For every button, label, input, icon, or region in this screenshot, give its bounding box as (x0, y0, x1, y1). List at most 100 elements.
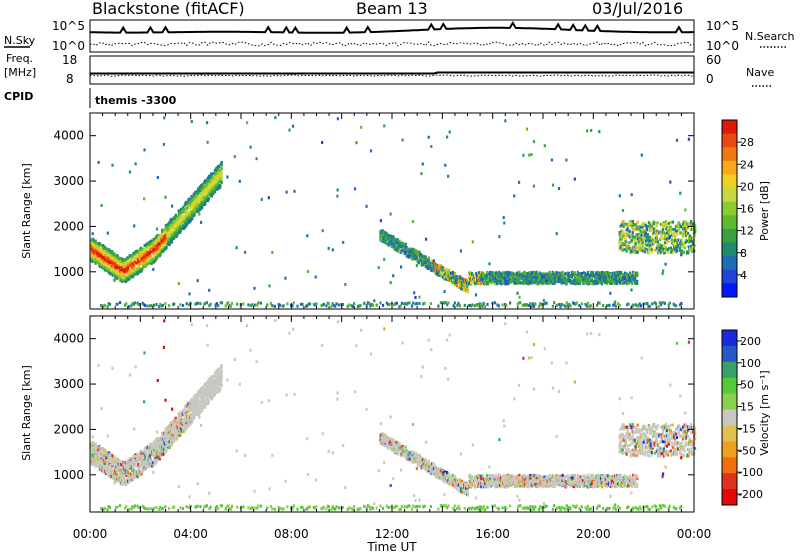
power-cell (440, 272, 443, 276)
power-cell (553, 301, 556, 305)
velocity-cell (156, 440, 159, 444)
power-cell (267, 196, 270, 200)
power-cell (455, 284, 459, 288)
power-cell (327, 302, 330, 306)
power-cell (170, 240, 173, 244)
velocity-cell (104, 449, 107, 453)
velocity-cell (154, 453, 158, 457)
power-cell (177, 213, 180, 217)
power-cell (660, 303, 663, 307)
power-cell (615, 274, 618, 278)
power-cell (218, 164, 221, 168)
power-cell (124, 264, 127, 268)
power-cell (203, 302, 206, 306)
velocity-cell (120, 469, 123, 472)
power-cell (109, 260, 112, 264)
power-cell (654, 232, 657, 236)
power-cell (183, 215, 186, 219)
power-cell (518, 180, 521, 184)
power-cell (644, 223, 647, 227)
power-cell (445, 268, 449, 271)
power-cell (683, 246, 687, 250)
power-cell (489, 270, 492, 274)
power-cell (680, 245, 684, 249)
power-cell (624, 239, 627, 243)
power-cell (527, 153, 531, 157)
power-cell (199, 302, 202, 306)
power-cell (482, 302, 485, 305)
velocity-cell (102, 453, 105, 457)
power-cell (204, 199, 207, 203)
power-cell (157, 246, 160, 250)
power-cell (559, 305, 562, 309)
power-cell (694, 229, 697, 233)
power-cell (133, 260, 136, 264)
power-cell (584, 274, 587, 278)
power-cell (414, 296, 417, 299)
noise-panel-frame (89, 19, 695, 53)
power-cell (566, 274, 569, 278)
power-cell (169, 220, 172, 224)
power-cell (667, 247, 670, 251)
power-cell (336, 194, 339, 198)
power-cell (622, 231, 625, 235)
power-cell (353, 187, 357, 191)
power-cell (144, 258, 147, 262)
power-cell (394, 302, 397, 306)
power-cell (488, 262, 491, 266)
power-cell (395, 241, 398, 245)
power-cell (159, 252, 162, 256)
power-cell (293, 189, 296, 193)
power-cell (477, 304, 480, 308)
velocity-cell (154, 440, 157, 444)
power-cell (501, 274, 504, 278)
power-cell (404, 250, 407, 254)
power-cell (426, 261, 429, 265)
power-cell (176, 233, 179, 237)
power-cell (152, 303, 156, 307)
power-cell (314, 303, 317, 307)
power-cell (184, 225, 187, 229)
power-cell (101, 260, 104, 264)
velocity-cell (136, 461, 139, 465)
power-cell (412, 301, 415, 305)
power-cell (516, 302, 519, 306)
power-cell (383, 124, 386, 128)
power-cell (483, 305, 487, 309)
power-cell (628, 247, 631, 250)
power-cell (418, 295, 421, 299)
velocity-cell (138, 467, 141, 471)
power-cell (506, 274, 509, 278)
power-cell (124, 303, 127, 307)
power-cell (97, 258, 100, 262)
power-cell (154, 244, 157, 248)
label-nsearch: N.Search (745, 30, 795, 43)
power-cell (635, 239, 638, 242)
power-cell (647, 241, 650, 245)
power-cell (382, 235, 385, 238)
power-cell (530, 153, 533, 157)
velocity-cell (115, 463, 118, 467)
velocity-cell (116, 467, 119, 471)
power-cell (161, 233, 164, 236)
power-cell (185, 210, 189, 214)
power-cell (669, 220, 672, 224)
velocity-cell (157, 456, 160, 460)
power-cell (219, 301, 222, 305)
power-cell (150, 239, 153, 243)
power-cell (327, 246, 330, 250)
power-cell (90, 241, 93, 245)
power-cell (220, 301, 224, 305)
power-cell (213, 187, 216, 191)
power-cell (621, 245, 624, 249)
power-cell (646, 302, 649, 305)
power-cell (478, 302, 481, 306)
velocity-cell (133, 475, 136, 479)
velocity-cell (152, 445, 155, 448)
power-cell (575, 276, 578, 280)
power-cell (179, 303, 182, 307)
velocity-cell (147, 457, 150, 461)
power-cell (133, 224, 136, 228)
power-cell (578, 282, 581, 285)
